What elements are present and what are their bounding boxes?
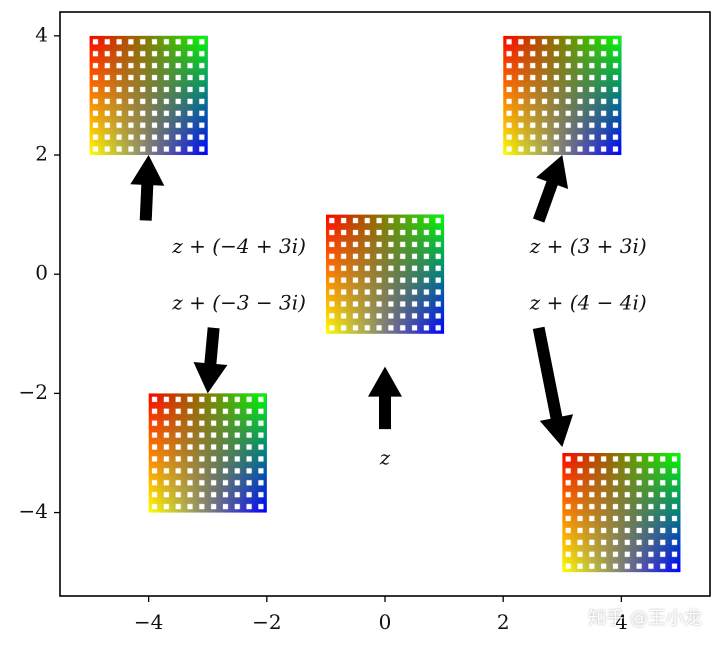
grid-square	[325, 214, 445, 334]
x-tick-label: 4	[615, 610, 628, 634]
annotation-arrow	[193, 327, 228, 394]
annotation-arrow	[368, 366, 402, 430]
annotation-label: z + (−4 + 3i)	[171, 234, 306, 258]
annotation-arrow	[130, 155, 165, 221]
x-tick-label: −2	[252, 610, 281, 634]
annotation-label: z	[379, 445, 391, 469]
y-tick-label: −2	[19, 380, 48, 404]
y-tick-label: 4	[35, 22, 48, 46]
x-tick-label: −4	[134, 610, 163, 634]
x-tick-label: 0	[379, 610, 392, 634]
grid-holes	[148, 393, 267, 513]
annotation-arrow	[533, 155, 569, 223]
grid-square	[148, 393, 267, 513]
plot-area: z + (−4 + 3i) z + (3 + 3i) z + (−3 − 3i) z …	[89, 35, 681, 573]
grid-holes	[325, 214, 445, 334]
annotation-label: z + (−3 − 3i)	[171, 291, 306, 315]
grid-holes	[562, 452, 681, 573]
annotation-label: z + (4 − 4i)	[529, 291, 647, 315]
grid-holes	[89, 35, 208, 156]
y-tick-label: −4	[19, 499, 48, 523]
annotation-arrow	[532, 326, 574, 447]
y-tick-label: 2	[35, 142, 48, 166]
x-tick-label: 2	[497, 610, 510, 634]
grid-square	[89, 35, 208, 156]
grid-square	[562, 452, 681, 573]
grid-holes	[503, 35, 622, 156]
grid-square	[503, 35, 622, 156]
axis-ticks: −4 −2 0 2 4 4 2 0 −2 −4	[19, 22, 628, 634]
y-tick-label: 0	[35, 261, 48, 285]
watermark: 知乎 @王小龙	[588, 608, 702, 629]
annotation-label: z + (3 + 3i)	[529, 234, 647, 258]
